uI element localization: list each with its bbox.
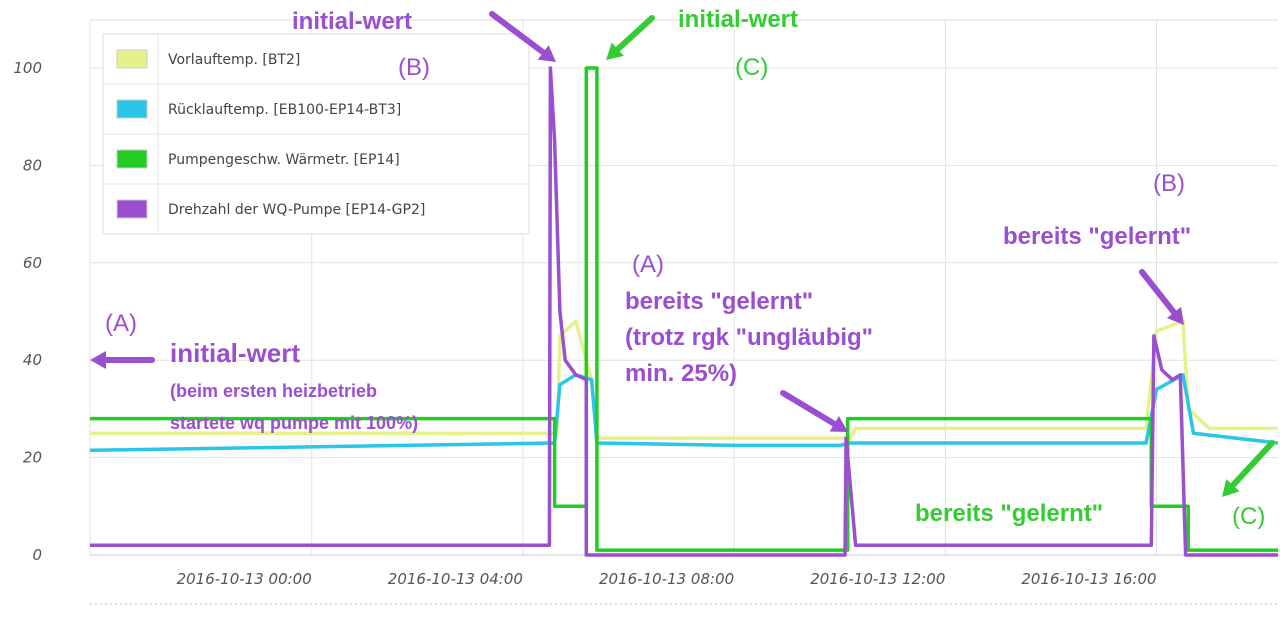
chart-series-lines: [89, 66, 1279, 557]
annotation-arrow: [1139, 269, 1184, 325]
legend-swatch: [116, 49, 148, 69]
y-axis: 0 20 40 60 80 100: [13, 59, 42, 564]
legend-entry-label: Drehzahl der WQ-Pumpe [EP14-GP2]: [168, 202, 425, 218]
x-tick-label: 2016-10-13 16:00: [1021, 570, 1156, 588]
annotation-arrow: [1222, 440, 1275, 497]
x-tick-label: 2016-10-13 00:00: [177, 570, 312, 588]
legend-entry-label: Rücklauftemp. [EB100-EP14-BT3]: [168, 102, 401, 118]
annotation-text: (trotz rgk "ungläubig": [625, 324, 873, 351]
annotation-text: initial-wert: [678, 6, 798, 33]
annotation-text: (A): [105, 310, 137, 337]
legend-swatch: [116, 149, 148, 169]
series-line-3: [90, 66, 1278, 557]
y-tick-label: 100: [13, 59, 42, 77]
annotation-arrow: [780, 390, 848, 432]
legend: Vorlauftemp. [BT2] Rücklauftemp. [EB100-E…: [102, 33, 530, 235]
y-tick-label: 0: [32, 546, 42, 564]
annotation-text: (C): [735, 54, 768, 81]
annotation-arrow: [489, 11, 556, 62]
x-tick-label: 2016-10-13 08:00: [599, 570, 734, 588]
annotation-text: startete wq pumpe mit 100%): [170, 413, 418, 433]
annotation-text: (B): [398, 54, 430, 81]
annotation-text: bereits "gelernt": [625, 288, 813, 315]
annotation-text: bereits "gelernt": [915, 500, 1103, 527]
annotation-arrow: [606, 15, 655, 60]
series-line-0: [90, 319, 1278, 440]
annotation-text: (A): [632, 251, 664, 278]
y-tick-label: 60: [23, 254, 42, 272]
annotation-text: (B): [1153, 170, 1185, 197]
legend-swatch: [116, 99, 148, 119]
x-axis: 2016-10-13 00:00 2016-10-13 04:00 2016-10-…: [90, 554, 1278, 588]
legend-entry-label: Pumpengeschw. Wärmetr. [EP14]: [168, 152, 400, 168]
annotations: initial-wert (B) initial-wert (C) (A) initial…: [90, 6, 1275, 530]
x-tick-label: 2016-10-13 12:00: [810, 570, 945, 588]
annotation-text: initial-wert: [292, 8, 412, 35]
annotation-text: min. 25%): [625, 360, 737, 387]
annotation-text: (beim ersten heizbetrieb: [170, 381, 377, 401]
y-tick-label: 40: [23, 351, 42, 369]
annotation-text: initial-wert: [170, 338, 300, 368]
series-line-2: [90, 66, 1278, 552]
legend-entry-label: Vorlauftemp. [BT2]: [168, 52, 300, 68]
x-tick-label: 2016-10-13 04:00: [388, 570, 523, 588]
y-tick-label: 80: [23, 156, 42, 174]
annotation-text: (C): [1232, 503, 1265, 530]
annotation-arrow: [90, 351, 155, 369]
legend-swatch: [116, 199, 148, 219]
annotation-text: bereits "gelernt": [1003, 223, 1191, 250]
y-tick-label: 20: [23, 449, 42, 467]
